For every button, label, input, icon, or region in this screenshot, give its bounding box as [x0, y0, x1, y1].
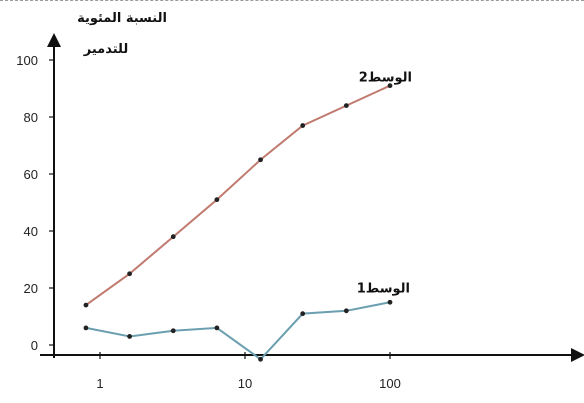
- y-tick-label: 40: [24, 224, 38, 239]
- y-axis-ticks: 0 20 40 60 80 100: [16, 53, 54, 353]
- data-point: [258, 157, 263, 163]
- data-point: [170, 328, 176, 334]
- y-tick-label: 80: [24, 110, 38, 125]
- data-point: [214, 197, 220, 203]
- data-point: [127, 271, 132, 277]
- data-point: [127, 334, 132, 339]
- top-dashed-border: [0, 0, 584, 1]
- x-tick-label: 10: [238, 376, 252, 391]
- x-axis-ticks: 1 10 100: [96, 352, 401, 391]
- series-line: [85, 301, 391, 361]
- data-point: [300, 123, 306, 128]
- y-axis-title-line2: للتدمير: [83, 42, 128, 57]
- data-point: [258, 356, 263, 362]
- series-line: [85, 84, 391, 306]
- data-point: [170, 234, 176, 240]
- x-tick-label: 1: [96, 376, 103, 391]
- data-point: [214, 325, 220, 331]
- y-axis-title-line1: النسبة المئوية: [77, 11, 167, 26]
- series-label: الوسط2: [359, 71, 412, 86]
- data-point: [300, 311, 306, 317]
- data-point: [387, 83, 393, 89]
- data-point: [83, 325, 89, 331]
- y-tick-label: 0: [31, 338, 38, 353]
- y-tick-label: 100: [16, 53, 38, 68]
- y-tick-label: 60: [24, 167, 38, 182]
- series-label: الوسط1: [357, 281, 410, 296]
- data-point: [387, 299, 393, 305]
- data-point: [343, 103, 349, 108]
- data-point: [343, 308, 349, 314]
- data-point: [83, 302, 89, 308]
- series-layer: الوسط2 الوسط1: [83, 71, 412, 362]
- y-tick-label: 20: [24, 281, 38, 296]
- x-tick-label: 100: [379, 376, 401, 391]
